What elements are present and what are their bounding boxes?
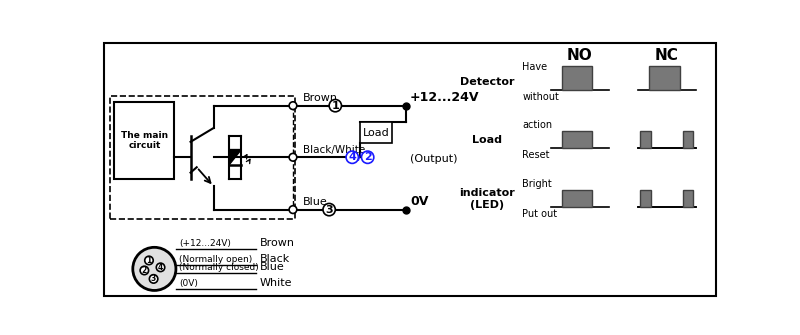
Text: Black/White: Black/White [303, 145, 366, 155]
Circle shape [346, 151, 358, 163]
Text: Blue: Blue [303, 197, 328, 207]
Circle shape [329, 99, 342, 112]
Text: 0V: 0V [410, 195, 428, 208]
Text: Load: Load [472, 135, 502, 144]
Text: Reset: Reset [522, 149, 550, 159]
Text: 4: 4 [348, 152, 356, 162]
Bar [640, 131, 650, 148]
Text: (Normally closed): (Normally closed) [179, 263, 258, 272]
Circle shape [362, 151, 374, 163]
Text: Brown: Brown [260, 238, 295, 248]
Text: NO: NO [567, 48, 593, 63]
Circle shape [133, 247, 176, 290]
Bar [683, 190, 694, 207]
Text: Bright: Bright [522, 179, 552, 189]
Text: /: / [358, 152, 362, 162]
Text: (Normally open): (Normally open) [179, 255, 252, 264]
Polygon shape [229, 149, 242, 165]
Text: +12...24V: +12...24V [410, 91, 479, 104]
Text: indicator
(LED): indicator (LED) [459, 188, 515, 210]
Bar [562, 190, 593, 207]
Text: 1: 1 [331, 100, 339, 111]
Circle shape [323, 203, 335, 216]
Bar [114, 102, 174, 179]
Text: NC: NC [655, 48, 678, 63]
Circle shape [145, 256, 154, 265]
Text: (+12...24V): (+12...24V) [179, 239, 231, 248]
Text: 3: 3 [326, 205, 333, 215]
Text: Brown: Brown [303, 93, 338, 103]
Text: (Output): (Output) [410, 154, 458, 164]
Text: (0V): (0V) [179, 279, 198, 288]
Circle shape [289, 206, 297, 213]
Text: Load: Load [362, 128, 390, 138]
Bar [650, 66, 679, 90]
Text: action: action [522, 120, 553, 130]
Text: 3: 3 [151, 274, 156, 283]
Bar [562, 131, 593, 148]
Bar [110, 96, 294, 219]
Text: 2: 2 [364, 152, 371, 162]
Text: 2: 2 [142, 266, 147, 275]
Bar [360, 122, 392, 143]
Circle shape [156, 263, 165, 272]
Bar [640, 190, 650, 207]
Bar [683, 131, 694, 148]
Text: Black: Black [260, 254, 290, 264]
Circle shape [140, 266, 149, 275]
Text: Put out: Put out [522, 209, 558, 219]
Text: 1: 1 [146, 256, 151, 265]
Text: White: White [260, 278, 292, 288]
Text: 4: 4 [158, 263, 163, 272]
Circle shape [289, 102, 297, 110]
Text: Have: Have [522, 62, 547, 72]
Text: Blue: Blue [260, 262, 285, 272]
Circle shape [289, 153, 297, 161]
Text: without: without [522, 92, 559, 102]
Text: Detector: Detector [460, 77, 514, 87]
Bar [562, 66, 593, 90]
Text: The main
circuit: The main circuit [121, 131, 168, 150]
Circle shape [150, 275, 158, 283]
